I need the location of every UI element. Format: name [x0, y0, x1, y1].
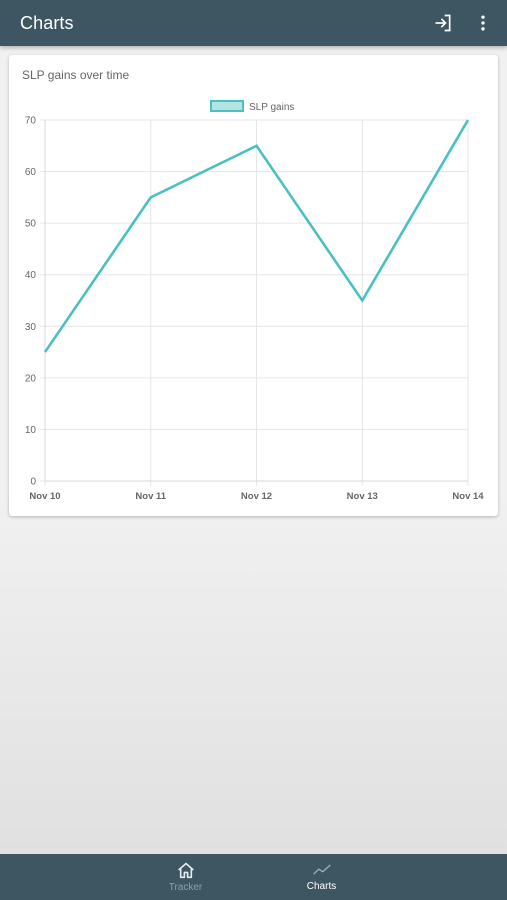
y-tick-label: 40: [25, 270, 37, 281]
page-title: Charts: [20, 12, 74, 33]
y-tick-label: 70: [25, 116, 37, 127]
nav-label-charts: Charts: [306, 881, 337, 892]
x-tick-label: Nov 10: [29, 491, 60, 502]
x-tick-label: Nov 12: [241, 491, 272, 502]
legend-label: SLP gains: [249, 102, 294, 113]
home-icon: [177, 862, 194, 879]
login-icon: [435, 14, 451, 32]
line-chart: 0 10 20 30 40 50 60 70 Nov 10 Nov 11 Nov 12 Nov 13 N…: [25, 100, 484, 502]
nav-label-tracker: Tracker: [168, 882, 203, 893]
chart-line-icon: [312, 864, 331, 875]
bottom-nav: Tracker Charts: [0, 854, 507, 900]
chart-card-title: SLP gains over time: [22, 68, 130, 82]
x-tick-label: Nov 14: [452, 491, 484, 502]
nav-item-tracker[interactable]: Tracker: [118, 854, 254, 900]
y-tick-label: 20: [25, 373, 37, 384]
y-tick-label: 50: [25, 219, 37, 230]
nav-item-charts[interactable]: Charts: [254, 854, 390, 900]
y-tick-label: 30: [25, 322, 37, 333]
more-menu-button[interactable]: [463, 0, 503, 46]
x-tick-label: Nov 11: [135, 491, 166, 502]
more-vert-icon: [481, 15, 485, 31]
x-tick-label: Nov 13: [347, 491, 378, 502]
y-tick-label: 10: [25, 425, 37, 436]
login-button[interactable]: [423, 0, 463, 46]
y-tick-label: 60: [25, 167, 37, 178]
legend-swatch: [210, 100, 244, 112]
chart-card: SLP gains over time 0 10 20 30 40 50 60 70 Nov 1…: [9, 55, 498, 516]
y-tick-label: 0: [30, 477, 36, 488]
app-bar: Charts: [0, 0, 507, 46]
